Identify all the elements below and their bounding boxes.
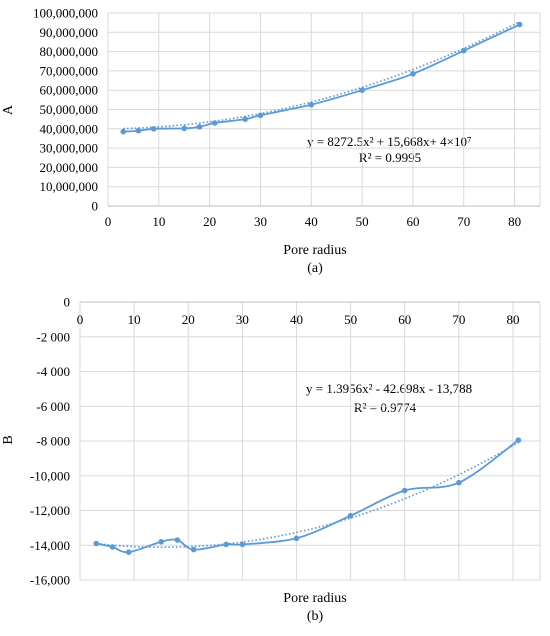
chart-b-caption: (b) bbox=[307, 609, 324, 624]
chart-a-data-point bbox=[120, 128, 127, 135]
chart-b-r-squared: R² = 0.9774 bbox=[354, 400, 417, 415]
chart-b-data-point bbox=[158, 538, 164, 545]
chart-a-r-squared: R² = 0.9995 bbox=[359, 150, 421, 165]
chart-b-y-tick-label: -2 000 bbox=[36, 329, 70, 344]
chart-a-data-point bbox=[359, 87, 365, 93]
chart-a-data-point bbox=[181, 125, 188, 132]
chart-a-x-tick-label: 40 bbox=[305, 214, 318, 229]
chart-a-y-tick-label: 80,000,000 bbox=[40, 44, 99, 59]
chart-b-data-point bbox=[347, 512, 354, 519]
chart-a-y-tick-label: 30,000,000 bbox=[40, 141, 99, 156]
chart-b-x-tick-label: 20 bbox=[182, 312, 195, 327]
chart-a-data-point bbox=[308, 101, 315, 108]
chart-a-y-tick-label: 10,000,000 bbox=[40, 179, 99, 194]
chart-a-y-tick-label: 20,000,000 bbox=[40, 160, 99, 175]
chart-b-y-tick-label: -16,000 bbox=[30, 573, 70, 588]
chart-b-y-tick-label: -8 000 bbox=[36, 434, 70, 449]
chart-a-xlabel: Pore radius bbox=[283, 243, 346, 258]
chart-a-data-point bbox=[211, 120, 218, 126]
chart-b-equation: y = 1.3956x² - 42.698x - 13,788 bbox=[306, 381, 472, 396]
chart-b-data-point bbox=[515, 437, 522, 443]
chart-a-trendline bbox=[123, 20, 521, 130]
chart-a-x-tick-label: 80 bbox=[508, 214, 521, 229]
chart-b-xlabel: Pore radius bbox=[283, 591, 346, 606]
chart-b-data-point bbox=[293, 535, 300, 542]
chart-b-trendline bbox=[96, 441, 519, 549]
chart-a-y-tick-label: 50,000,000 bbox=[40, 102, 99, 117]
chart-a-data-point bbox=[460, 47, 467, 54]
chart-b-series-line bbox=[96, 439, 519, 554]
chart-b-y-tick-label: 0 bbox=[64, 295, 71, 310]
chart-a-data-point bbox=[257, 112, 264, 119]
chart-b-x-tick-label: 10 bbox=[128, 312, 141, 327]
chart-b-data-point bbox=[174, 537, 181, 543]
chart-b-y-tick-label: -10,000 bbox=[30, 468, 70, 483]
chart-b-y-tick-label: -14,000 bbox=[30, 538, 70, 553]
chart-a-data-point bbox=[196, 124, 203, 130]
chart-b-x-tick-label: 50 bbox=[344, 312, 357, 327]
chart-b-data-point bbox=[456, 479, 462, 486]
chart-b-data-point bbox=[190, 546, 197, 553]
chart-b-y-tick-label: -6 000 bbox=[36, 399, 70, 414]
chart-b-data-point bbox=[401, 487, 408, 494]
chart-a-ylabel: A bbox=[1, 104, 16, 115]
chart-a-data-point bbox=[242, 116, 249, 122]
chart-b-data-point bbox=[93, 540, 100, 547]
chart-b-x-tick-label: 30 bbox=[236, 312, 249, 327]
chart-a-y-tick-label: 0 bbox=[92, 199, 99, 214]
chart-a-x-tick-label: 30 bbox=[254, 214, 267, 229]
chart-b-data-point bbox=[109, 544, 116, 550]
chart-a-y-tick-label: 100,000,000 bbox=[33, 6, 98, 21]
chart-b-data-point bbox=[125, 549, 132, 555]
chart-a-x-tick-label: 10 bbox=[152, 214, 165, 229]
chart-a-y-tick-label: 40,000,000 bbox=[40, 121, 99, 136]
chart-b-y-tick-label: -12,000 bbox=[30, 503, 70, 518]
chart-b-x-tick-label: 0 bbox=[77, 312, 84, 327]
chart-a-data-point bbox=[516, 21, 523, 28]
chart-a-x-tick-label: 70 bbox=[457, 214, 470, 229]
chart-a-data-point bbox=[150, 126, 157, 132]
chart-a-equation: y = 8272.5x² + 15,668x+ 4×10⁷ bbox=[307, 134, 472, 149]
chart-a-caption: (a) bbox=[307, 261, 323, 276]
chart-a-y-tick-label: 60,000,000 bbox=[40, 83, 99, 98]
chart-a-data-point bbox=[135, 127, 142, 134]
chart-b-x-tick-label: 80 bbox=[506, 312, 519, 327]
chart-a-x-tick-label: 60 bbox=[406, 214, 419, 229]
chart-b-data-point bbox=[239, 541, 246, 548]
chart-a-series-line bbox=[123, 23, 521, 133]
chart-b-y-tick-label: -4 000 bbox=[36, 364, 70, 379]
chart-b-x-tick-label: 60 bbox=[398, 312, 411, 327]
chart-b-ylabel: B bbox=[1, 435, 16, 444]
chart-b-x-tick-label: 40 bbox=[290, 312, 303, 327]
chart-a-x-tick-label: 0 bbox=[105, 214, 112, 229]
chart-a-data-point bbox=[410, 70, 416, 77]
chart-a-y-tick-label: 70,000,000 bbox=[40, 63, 99, 78]
chart-b-data-point bbox=[223, 541, 229, 548]
chart-a-x-tick-label: 50 bbox=[356, 214, 369, 229]
chart-a-x-tick-label: 20 bbox=[203, 214, 216, 229]
chart-a-y-tick-label: 90,000,000 bbox=[40, 25, 99, 40]
chart-b-x-tick-label: 70 bbox=[452, 312, 465, 327]
